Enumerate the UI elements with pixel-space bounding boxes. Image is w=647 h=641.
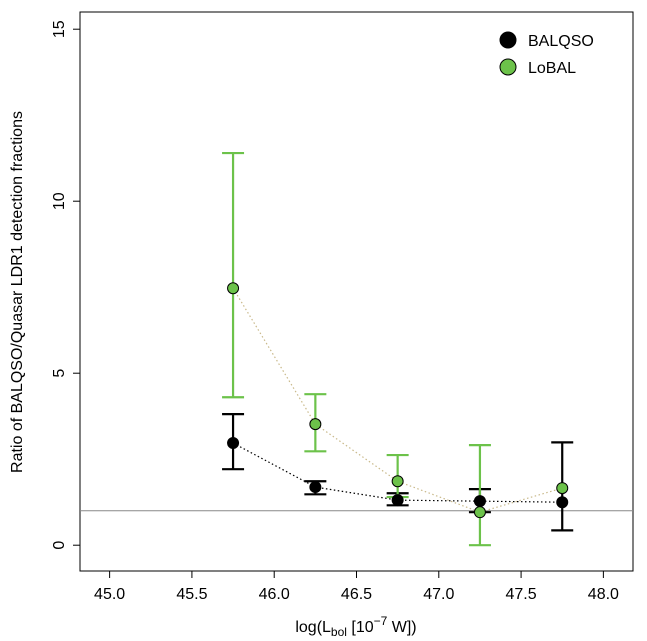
point: [391, 494, 404, 507]
x-tick-label: 46.0: [259, 586, 290, 603]
legend-marker: [499, 31, 517, 49]
x-label-part: log(L: [295, 619, 331, 636]
y-tick-label: 15: [51, 20, 68, 38]
point: [227, 282, 240, 295]
x-axis-label: log(Lbol [10−7 W]): [295, 614, 416, 639]
point: [473, 495, 486, 508]
x-tick-label: 46.5: [341, 586, 372, 603]
point: [227, 437, 240, 450]
x-tick-label: 45.0: [94, 586, 125, 603]
legend-marker: [499, 58, 517, 76]
x-label-sub: bol: [331, 625, 347, 639]
y-tick-label: 0: [51, 541, 68, 550]
x-label-part: [10: [347, 619, 374, 636]
point: [473, 506, 486, 519]
legend-label: BALQSO: [528, 33, 594, 50]
error-bar: [468, 443, 491, 547]
x-tick-label: 45.5: [176, 586, 207, 603]
x-label-part: W]): [387, 619, 416, 636]
legend-label: LoBAL: [528, 60, 576, 77]
x-tick-label: 47.0: [423, 586, 454, 603]
x-tick-label: 47.5: [506, 586, 537, 603]
point: [309, 418, 322, 431]
x-tick-label: 48.0: [588, 586, 619, 603]
y-tick-label: 5: [51, 369, 68, 378]
y-axis-label: Ratio of BALQSO/Quasar LDR1 detection fr…: [9, 111, 26, 473]
point: [556, 482, 569, 495]
plot-frame: [79, 11, 634, 572]
point: [556, 496, 569, 509]
point: [309, 481, 322, 494]
error-bar: [222, 151, 245, 399]
y-tick-label: 10: [51, 192, 68, 210]
x-label-sup: −7: [374, 614, 388, 628]
point: [391, 475, 404, 488]
